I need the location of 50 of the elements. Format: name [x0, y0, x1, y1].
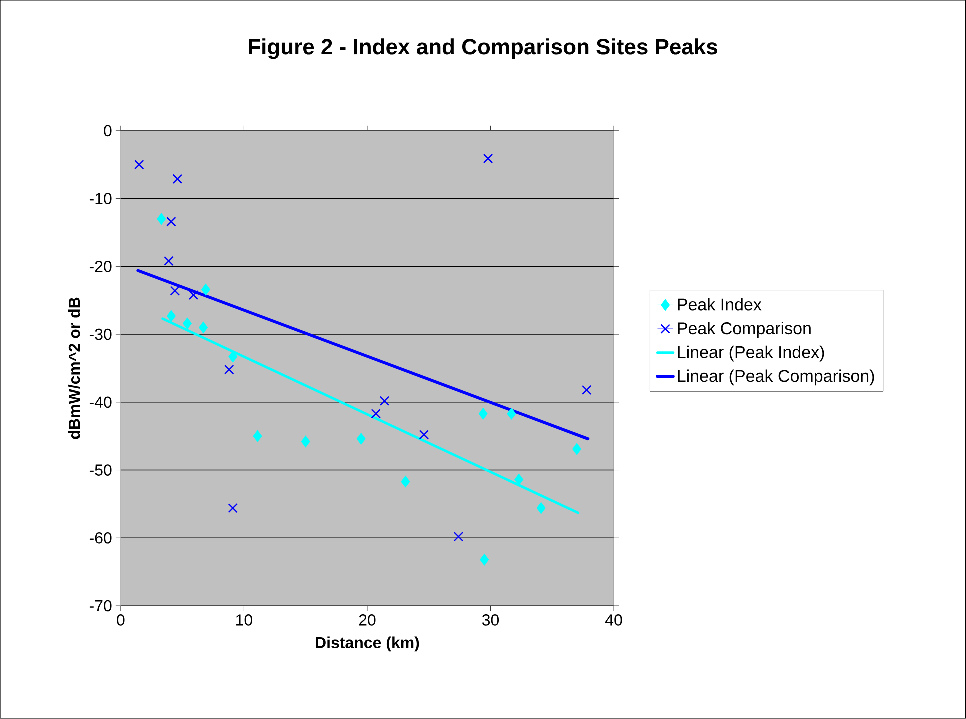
point [228, 503, 238, 514]
point [167, 310, 176, 322]
point [202, 284, 210, 296]
point [380, 396, 390, 406]
y-tick-label: -40 [90, 396, 112, 408]
x-tick-label: 40 [605, 614, 622, 626]
point [134, 160, 144, 170]
x-tick-label: 10 [236, 614, 252, 626]
point [572, 444, 582, 455]
x-axis-title: Distance (km) [316, 636, 420, 652]
point [514, 474, 524, 486]
point [483, 154, 494, 164]
y-tick-label: -10 [90, 193, 112, 204]
point [183, 318, 192, 330]
chart-title: Figure 2 - Index and Comparison Sites Peaks [249, 38, 718, 60]
y-tick-label: -60 [90, 532, 112, 544]
x-tick-label: 30 [482, 614, 500, 626]
point [172, 174, 183, 184]
point [170, 286, 180, 296]
y-tick-label: -70 [90, 600, 112, 612]
point [253, 430, 262, 442]
legend-label: Linear (Peak Comparison) [678, 370, 874, 386]
point [188, 290, 199, 300]
point [371, 409, 382, 419]
point [356, 433, 366, 445]
point [199, 322, 208, 334]
point [157, 214, 166, 225]
y-tick-label: 0 [104, 125, 112, 137]
x-tick-label: 0 [117, 614, 125, 626]
legend-label: Linear (Peak Index) [678, 346, 824, 362]
point [401, 476, 410, 488]
legend-label: Peak Comparison [678, 322, 811, 338]
point [478, 408, 488, 420]
point [164, 256, 174, 266]
point [166, 217, 176, 227]
point [224, 364, 234, 375]
point [454, 532, 464, 542]
legend-label: Peak Index [678, 298, 762, 311]
point [419, 430, 430, 440]
y-tick-label: -30 [90, 328, 112, 340]
point [536, 502, 546, 514]
point [507, 408, 516, 420]
point [228, 351, 238, 363]
point [301, 436, 310, 448]
x-tick-label: 20 [359, 614, 376, 626]
y-tick-label: -50 [90, 464, 112, 476]
point [480, 554, 489, 566]
y-axis-title: dBmW/cm^2 or dB [68, 298, 80, 440]
point [582, 385, 592, 396]
y-tick-label: -20 [90, 261, 112, 272]
